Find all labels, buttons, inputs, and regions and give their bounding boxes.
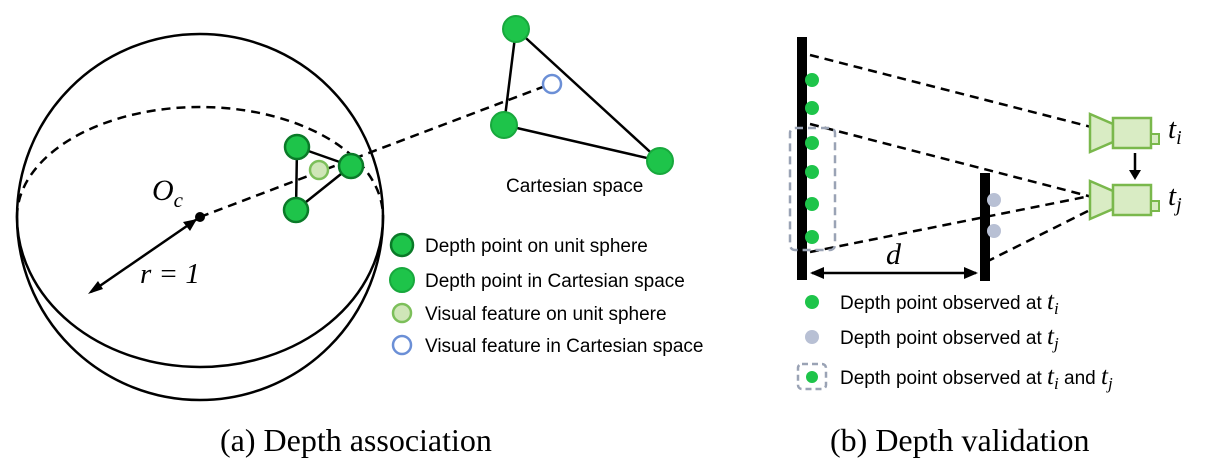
depth-point-ti bbox=[805, 165, 819, 179]
view-ray-ti-bottom bbox=[809, 122, 1101, 201]
cartesian-space-label: Cartesian space bbox=[506, 176, 643, 197]
cartesian-depth-point bbox=[490, 111, 518, 139]
camera-ti-icon bbox=[1088, 112, 1160, 154]
sphere-equator-front bbox=[15, 216, 385, 369]
depth-point-ti bbox=[805, 73, 819, 87]
view-ray-tj-low2 bbox=[985, 203, 1101, 264]
legend-tj-icon bbox=[805, 330, 819, 344]
sphere-depth-point bbox=[337, 152, 365, 180]
legend-b: Depth point observed at ti Depth point o… bbox=[796, 288, 1113, 393]
view-ray-ti-top bbox=[809, 53, 1104, 132]
far-wall bbox=[980, 173, 990, 281]
legend-overlap-box-icon bbox=[796, 362, 828, 391]
sphere-visual-feature bbox=[308, 159, 330, 181]
view-ray-ti-mid bbox=[810, 126, 1103, 133]
legend-b-item: Depth point observed at ti bbox=[840, 288, 1059, 318]
legend-a-item: Visual feature on unit sphere bbox=[425, 304, 667, 325]
legend-depth-cartesian-icon bbox=[389, 267, 415, 293]
panel-a: Oc r = 1 Cartesian space Depth point on … bbox=[15, 15, 703, 458]
overlap-box bbox=[788, 126, 837, 252]
projection-ray bbox=[199, 83, 549, 219]
legend-b-item: Depth point observed at tj bbox=[840, 323, 1059, 353]
distance-arrowhead-left bbox=[810, 267, 824, 279]
near-wall bbox=[797, 37, 807, 280]
depth-point-ti bbox=[805, 197, 819, 211]
cartesian-visual-feature bbox=[541, 73, 563, 95]
view-ray-tj-low bbox=[809, 192, 1101, 254]
depth-point-ti bbox=[805, 230, 819, 244]
radius-arrow bbox=[90, 215, 201, 294]
caption-a: (a) Depth association bbox=[220, 422, 492, 458]
depth-point-tj bbox=[987, 193, 1001, 207]
camera-motion-arrowhead bbox=[1129, 170, 1141, 180]
origin-label: Oc bbox=[152, 174, 184, 212]
legend-depth-sphere-icon bbox=[389, 232, 415, 258]
sphere-depth-point bbox=[282, 196, 310, 224]
camera-tj-label: tj bbox=[1168, 180, 1182, 216]
radius-label: r = 1 bbox=[140, 258, 200, 290]
legend-a-item: Depth point on unit sphere bbox=[425, 236, 648, 257]
radius-arrowhead-inner bbox=[183, 219, 197, 231]
sphere-triangle bbox=[294, 145, 354, 213]
caption-b: (b) Depth validation bbox=[830, 422, 1089, 458]
legend-overlap-point-icon bbox=[806, 371, 818, 383]
legend-visual-sphere-icon bbox=[391, 302, 413, 324]
sphere-equator-back bbox=[15, 105, 385, 218]
legend-ti-icon bbox=[805, 295, 819, 309]
distance-arrowhead-right bbox=[964, 267, 978, 279]
panel-b: d ti tj Depth point observed at ti Depth… bbox=[788, 37, 1182, 458]
cartesian-triangle bbox=[502, 26, 665, 164]
cartesian-depth-point bbox=[502, 15, 530, 43]
radius-arrowhead-outer bbox=[88, 281, 103, 294]
depth-point-tj bbox=[987, 224, 1001, 238]
legend-a: Depth point on unit sphere Depth point i… bbox=[389, 232, 703, 357]
legend-a-item: Depth point in Cartesian space bbox=[425, 271, 685, 292]
legend-b-item: Depth point observed at ti and tj bbox=[840, 363, 1113, 393]
sphere-depth-point bbox=[283, 133, 311, 161]
cartesian-depth-point bbox=[646, 147, 674, 175]
distance-label: d bbox=[886, 238, 902, 271]
legend-visual-cartesian-icon bbox=[391, 334, 413, 356]
depth-point-ti bbox=[805, 101, 819, 115]
legend-a-item: Visual feature in Cartesian space bbox=[425, 336, 703, 357]
camera-tj-icon bbox=[1088, 179, 1160, 221]
camera-ti-label: ti bbox=[1168, 113, 1182, 149]
depth-point-ti bbox=[805, 136, 819, 150]
